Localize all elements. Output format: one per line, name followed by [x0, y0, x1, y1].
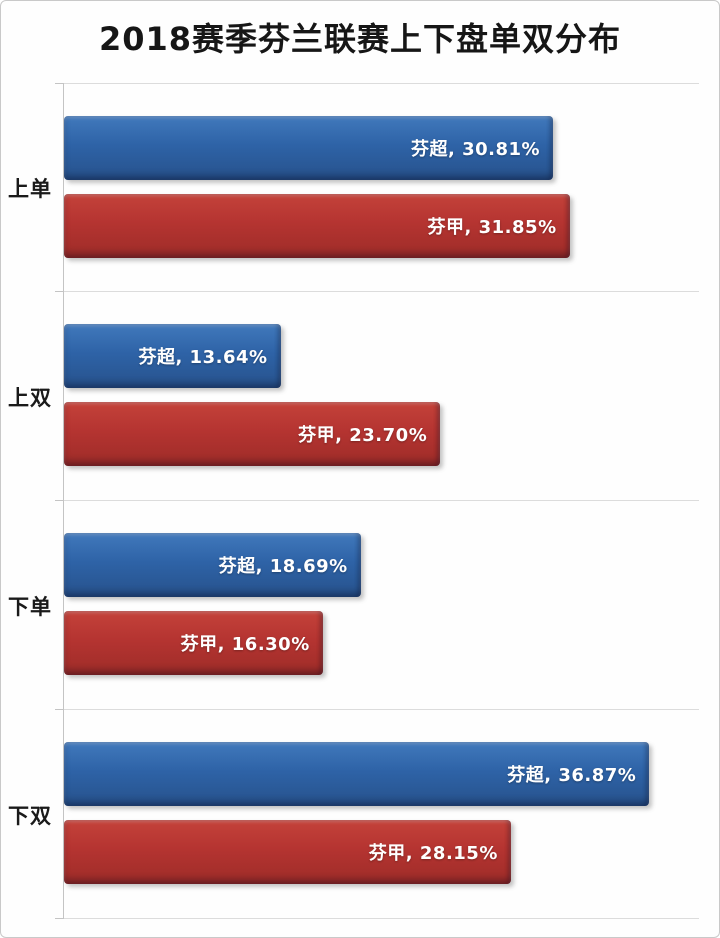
bar-fenjia: 芬甲, 28.15% — [64, 820, 511, 884]
chart-title: 2018赛季芬兰联赛上下盘单双分布 — [98, 20, 622, 58]
category-group-shangdan: 芬超, 30.81% 芬甲, 31.85% — [64, 83, 699, 292]
category-group-shangshuang: 芬超, 13.64% 芬甲, 23.70% — [64, 292, 699, 501]
bar-fenchao: 芬超, 36.87% — [64, 742, 650, 806]
axis-tick — [55, 709, 64, 710]
axis-tick — [55, 83, 64, 84]
bar-data-label: 芬超, 13.64% — [138, 347, 268, 368]
bar-data-label: 芬甲, 16.30% — [180, 634, 310, 655]
category-label-xiadan: 下单 — [8, 594, 52, 619]
bar-chart: 上单 上双 下单 下双 芬超, 30.81% 芬甲, 31.85% 芬超, 13… — [1, 83, 699, 919]
category-label-shangshuang: 上双 — [8, 385, 52, 410]
bar-fenjia: 芬甲, 23.70% — [64, 402, 441, 466]
bar-fenchao: 芬超, 30.81% — [64, 116, 554, 180]
axis-tick — [55, 500, 64, 501]
bar-data-label: 芬超, 36.87% — [507, 765, 637, 786]
bar-fenchao: 芬超, 13.64% — [64, 324, 281, 388]
bar-data-label: 芬甲, 31.85% — [427, 217, 557, 238]
category-group-xiadan: 芬超, 18.69% 芬甲, 16.30% — [64, 501, 699, 710]
category-axis: 上单 上双 下单 下双 — [1, 83, 63, 919]
plot-area: 芬超, 30.81% 芬甲, 31.85% 芬超, 13.64% 芬甲, 23.… — [55, 83, 699, 919]
category-label-shangdan: 上单 — [8, 176, 52, 201]
bar-fenchao: 芬超, 18.69% — [64, 533, 361, 597]
bar-data-label: 芬甲, 28.15% — [368, 843, 498, 864]
bar-data-label: 芬超, 30.81% — [411, 139, 541, 160]
bar-data-label: 芬甲, 23.70% — [298, 425, 428, 446]
bar-data-label: 芬超, 18.69% — [218, 556, 348, 577]
category-label-xiashuang: 下双 — [8, 803, 52, 828]
category-group-xiashuang: 芬超, 36.87% 芬甲, 28.15% — [64, 710, 699, 919]
bar-fenjia: 芬甲, 31.85% — [64, 194, 570, 258]
axis-tick — [55, 918, 64, 919]
bar-fenjia: 芬甲, 16.30% — [64, 611, 323, 675]
axis-tick — [55, 291, 64, 292]
